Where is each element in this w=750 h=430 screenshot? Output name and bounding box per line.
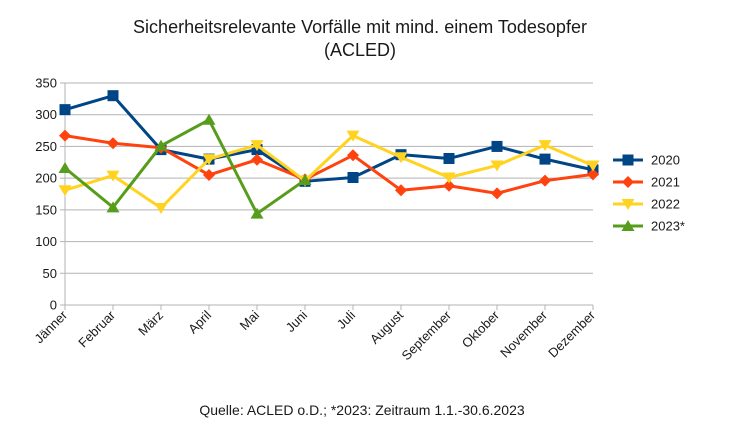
point-marker-diamond [539,174,551,187]
legend-label: 2023* [651,219,685,234]
point-marker-diamond [587,168,599,181]
point-marker-square [491,140,503,152]
point-marker-triangle-up [154,139,168,151]
x-tick-label: Mai [237,307,262,332]
x-axis-ticks: Jänner Februar März April Mai Juni Juli AugustS… [31,307,598,363]
x-tick-label: März [135,308,166,339]
x-tick-label: August [367,307,406,346]
chart-title: Sicherheitsrelevante Vorfälle mit mind. … [133,17,587,37]
point-marker-triangle-down [538,140,552,152]
x-tick-label: Februar [75,307,118,350]
legend-label: 2022 [651,197,680,212]
legend: 2020 2021 2022 2023* [613,153,685,234]
series-line [64,118,306,216]
point-marker-triangle-down [442,172,456,184]
point-marker-square [347,172,359,184]
point-marker-triangle-up [58,161,72,173]
y-tick-label: 50 [43,266,57,281]
point-marker-diamond [443,179,455,192]
point-marker-triangle-down [106,170,120,182]
y-tick-label: 100 [35,234,57,249]
point-marker-square [59,104,71,116]
point-marker-triangle-down [394,152,408,164]
legend-item: 2023* [613,219,685,234]
point-marker-triangle-down [490,160,504,172]
x-tick-label: September [399,307,455,363]
point-marker-diamond [107,137,119,150]
point-marker-triangle-down [346,130,360,142]
point-marker-triangle-up [106,201,120,213]
legend-label: 2020 [651,153,680,168]
series-line [64,134,594,195]
x-tick-label: April [185,307,214,336]
series-line [64,94,594,183]
y-tick-label: 200 [35,171,57,186]
point-marker-square [622,154,634,166]
y-tick-label: 150 [35,202,57,217]
point-marker-diamond [491,187,503,200]
point-marker-diamond [251,153,263,166]
point-marker-square [443,152,455,164]
point-marker-triangle-down [154,202,168,214]
x-tick-label: Juni [283,307,311,335]
series-2021 [59,129,599,200]
point-marker-diamond [347,149,359,162]
point-marker-triangle-up [621,220,635,231]
series-line [64,134,594,210]
legend-label: 2021 [651,175,680,190]
source-note: Quelle: ACLED o.D.; *2023: Zeitraum 1.1.… [199,402,525,418]
point-marker-diamond [59,129,71,142]
chart-subtitle: (ACLED) [324,40,396,60]
point-marker-triangle-up [202,113,216,125]
point-marker-triangle-up [298,174,312,186]
point-marker-diamond [203,168,215,181]
legend-item: 2020 [613,153,680,168]
y-tick-label: 250 [35,139,57,154]
gridlines [60,82,594,310]
x-tick-label: Oktober [459,307,503,351]
legend-item: 2022 [613,197,680,212]
x-tick-label: Juli [334,307,358,331]
x-tick-label: November [497,307,550,360]
legend-item: 2021 [613,175,680,190]
y-tick-label: 350 [35,76,57,91]
y-tick-label: 0 [50,298,57,313]
point-marker-diamond [622,176,634,188]
point-marker-diamond [395,184,407,197]
point-marker-triangle-down [621,199,635,210]
point-marker-triangle-up [250,207,264,219]
y-axis-ticks: 0 50 100 150 200 250 300 350 [35,76,57,313]
point-marker-square [107,90,119,102]
series-group [58,90,600,219]
y-tick-label: 300 [35,107,57,122]
point-marker-square [539,153,551,165]
point-marker-triangle-down [586,160,600,172]
x-tick-label: Dezember [545,307,598,360]
x-tick-label: Jänner [31,307,70,346]
point-marker-triangle-down [58,185,72,197]
point-marker-triangle-down [202,154,216,166]
series-2023 [58,113,312,219]
point-marker-triangle-down [250,140,264,152]
